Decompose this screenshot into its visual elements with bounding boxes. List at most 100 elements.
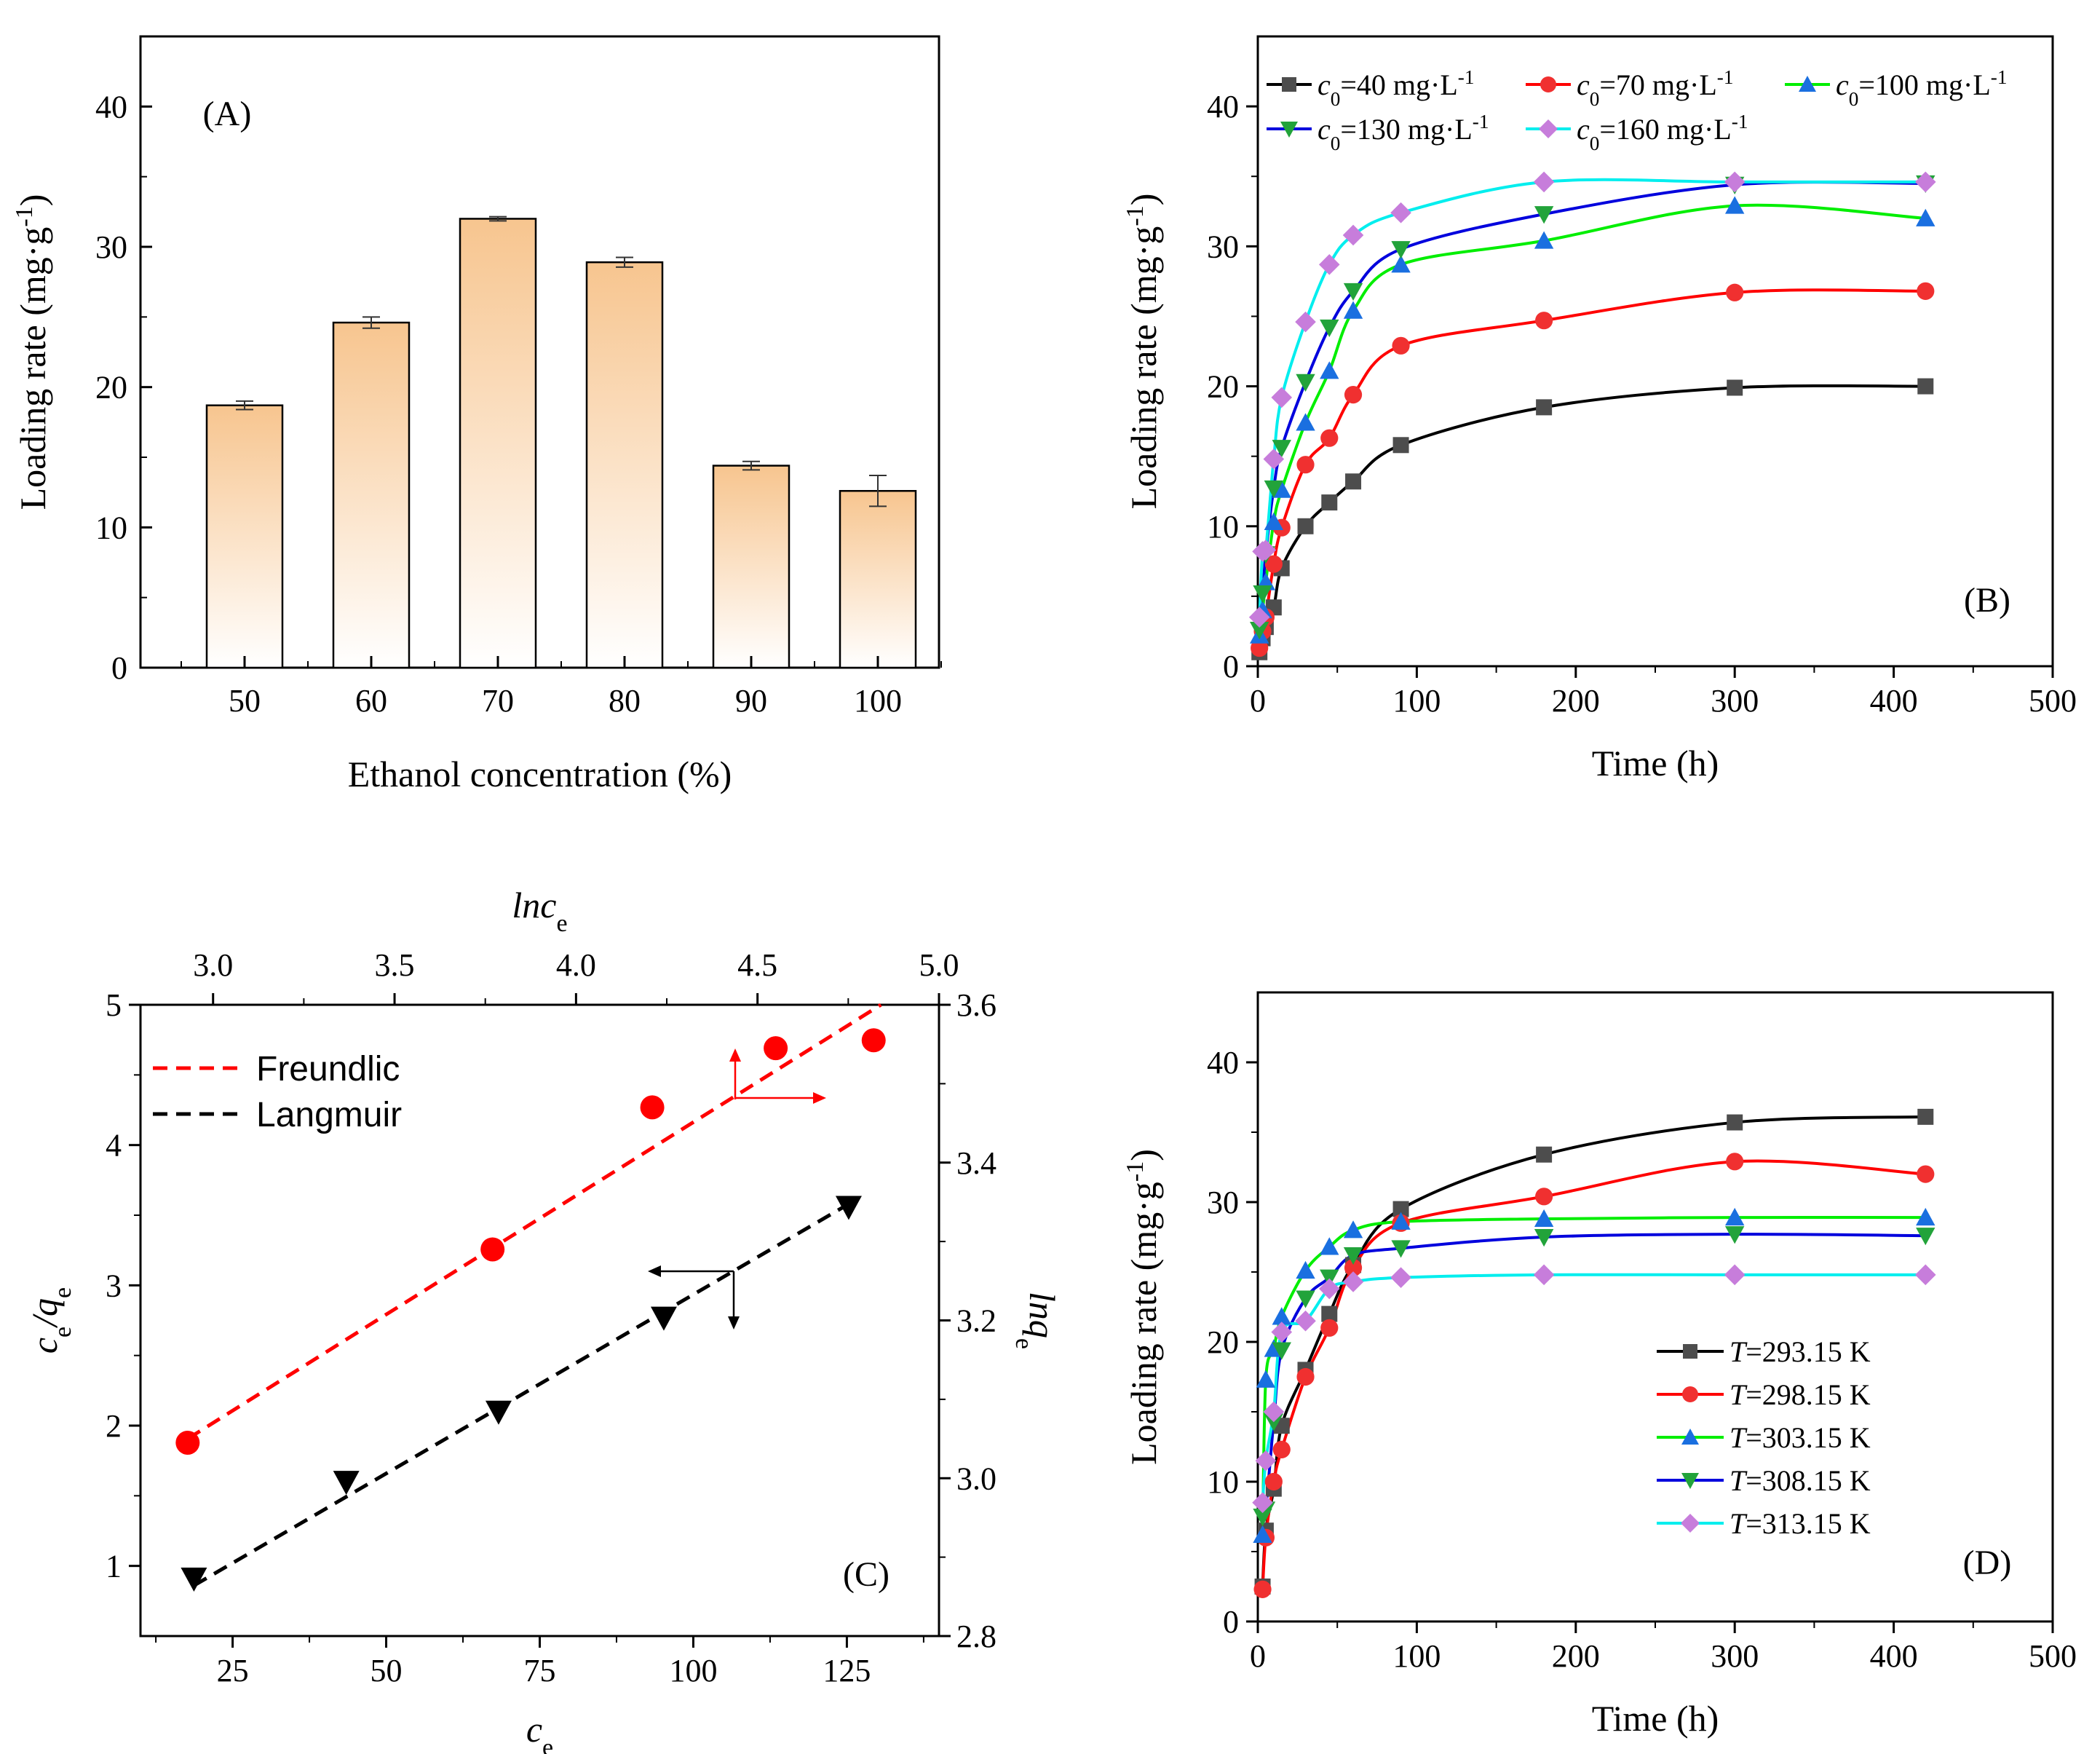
panel-d-legend-label: T=303.15 K [1729,1421,1871,1454]
panel-b-legend-label: c0=100 mg·L-1 [1836,66,2007,110]
panel-b-data-point [1391,255,1411,273]
panel-b-data-point [1296,456,1315,474]
panel-b-ytick-label: 30 [1207,229,1239,264]
panel-c-data-point [175,1430,200,1455]
panel-b-data-point [1536,399,1553,416]
panel-d-data-point [1916,1228,1935,1246]
panel-b-data-point [1917,378,1934,395]
panel-c-xtick-label: 25 [217,1653,249,1688]
panel-c-data-point [650,1306,677,1331]
panel-c-ylabel: ce/qe [24,1287,76,1354]
panel-c-top-xtick-label: 4.0 [556,947,596,983]
panel-d-xlabel: Time (h) [1592,1698,1719,1739]
panel-d-xtick-label: 500 [2029,1638,2077,1674]
panel-a-ytick-label: 20 [95,370,127,406]
panel-c-data-point [764,1036,788,1061]
panel-d-xtick-label: 300 [1711,1638,1759,1674]
panel-b-xtick-label: 400 [1870,683,1918,719]
panel-d-data-point [1342,1271,1364,1292]
panel-b-data-point [1345,473,1362,490]
panel-b-data-point [1249,622,1269,640]
panel-d-data-point [1264,1413,1284,1431]
panel-c-top-xtick-label: 3.0 [193,947,233,983]
panel-a-bar [585,261,664,669]
panel-b-legend-marker [1280,122,1298,138]
panel-c-arrowhead-black [648,1265,661,1277]
panel-c-tag: (C) [843,1555,889,1594]
panel-d-data-point [1725,1226,1745,1244]
panel-d-data-point [1272,1307,1291,1325]
panel-d-legend-label: T=313.15 K [1729,1507,1871,1540]
panel-b-xtick-label: 100 [1392,683,1441,719]
panel-d-data-point [1917,1108,1934,1125]
panel-c-axis-arrow-black [651,1270,735,1325]
panel-a-ylabel: Loading rate (mg·g-1) [11,194,54,510]
panel-d-data-point [1914,1264,1936,1286]
panel-d-data-point [1536,1146,1553,1163]
panel-c-data-point [861,1028,886,1053]
panel-c-top-xtick-label: 5.0 [919,947,959,983]
panel-c-fit-line [193,1202,850,1587]
panel-d-legend-label: T=293.15 K [1729,1335,1871,1368]
panel-b-legend-label: c0=70 mg·L-1 [1577,66,1733,110]
panel-d-data-point [1264,1472,1283,1491]
panel-d-data-point [1343,1220,1363,1239]
panel-c-data-point [480,1237,505,1262]
panel-b-xtick-label: 300 [1711,683,1759,719]
panel-b-data-point [1343,283,1363,301]
panel-c-xtick-label: 100 [669,1653,717,1688]
panel-d-legend-label: T=298.15 K [1729,1378,1871,1411]
panel-b-data-point [1342,224,1364,246]
panel-c-ytick-label: 3 [106,1268,122,1303]
panel-b-tag: (B) [1964,581,2010,620]
panel-a-xtick-label: 80 [609,683,641,719]
panel-b-ytick-label: 10 [1207,509,1239,545]
panel-b-data-point [1271,387,1293,408]
panel-c-data-point [640,1095,665,1120]
panel-d-data-point [1252,1492,1273,1514]
panel-d-data-point [1917,1165,1935,1183]
panel-c-xlabel: ce [526,1709,553,1754]
panel-c-ytick-label: 1 [106,1549,122,1584]
panel-b-xtick-label: 500 [2029,683,2077,719]
panel-b-data-point [1533,171,1555,193]
panel-a-bar [459,218,537,669]
panel-c-right-ytick-label: 3.0 [956,1461,996,1496]
panel-d-legend-marker [1681,1429,1699,1445]
panel-a-ytick-label: 10 [95,510,127,545]
panel-d-data-point [1392,1201,1409,1217]
panel-d-data-point [1727,1114,1743,1131]
panel-b-data-point [1272,480,1291,498]
panel-b-data-point [1535,312,1553,330]
panel-c-xtick-label: 50 [371,1653,403,1688]
panel-b-data-point [1343,301,1363,319]
panel-b-data-point [1727,379,1743,396]
panel-a-xtick-label: 70 [482,683,514,719]
panel-d-xtick-label: 100 [1392,1638,1441,1674]
panel-b-data-point [1263,449,1285,470]
panel-d-data-point [1320,1319,1339,1337]
panel-b-legend-marker [1282,77,1296,92]
panel-b-ylabel: Loading rate (mg·g-1) [1122,194,1165,510]
panel-b-xtick-label: 200 [1552,683,1600,719]
panel-d-data-point [1390,1267,1411,1288]
panel-a-bar [839,489,917,669]
panel-d-data-point [1534,1229,1554,1247]
panel-d-xtick-label: 0 [1250,1638,1266,1674]
panel-b-series-line [1258,384,1926,653]
panel-a-bar [332,321,411,669]
panel-b-data-point [1320,319,1339,338]
panel-b-data-point [1264,555,1283,573]
panel-a-bar [712,465,791,669]
panel-d-data-point [1724,1264,1746,1286]
panel-b-data-point [1534,231,1554,249]
panel-c-xtick-label: 75 [524,1653,556,1688]
panel-b-legend-label: c0=40 mg·L-1 [1318,66,1474,110]
panel-d-data-point [1256,1370,1276,1388]
panel-b-data-point [1916,208,1935,226]
panel-c-top-xlabel: lnce [512,885,567,937]
panel-d-legend-marker [1681,1514,1700,1533]
panel-a-ytick-label: 40 [95,89,127,125]
panel-d-frame [1256,991,2054,1623]
panel-d-data-point [1318,1278,1340,1300]
